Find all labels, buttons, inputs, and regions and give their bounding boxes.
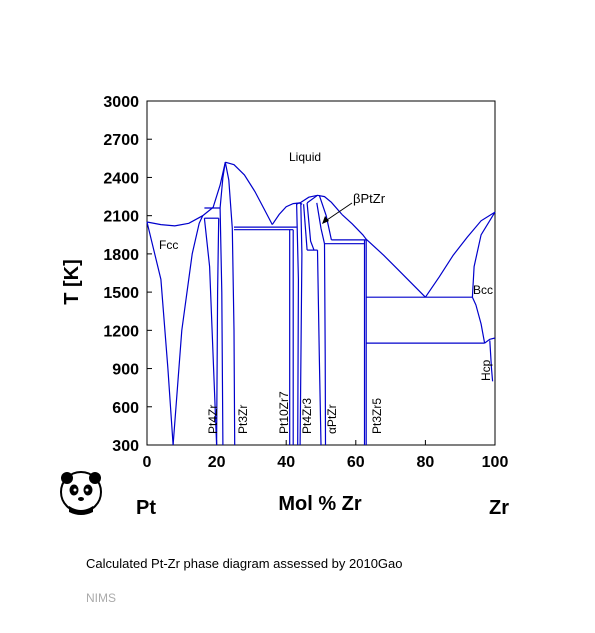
element-left-label: Pt (136, 497, 156, 519)
y-tick-label: 1800 (103, 247, 139, 264)
liquidus-mid (341, 213, 426, 298)
hcp-solvus (484, 337, 496, 344)
footer-source: NIMS (86, 591, 116, 605)
pt4zr3-dome (296, 202, 303, 205)
fcc-solidus (146, 221, 174, 446)
y-axis-title: T [K] (61, 259, 83, 305)
x-axis-title: Mol % Zr (278, 493, 362, 515)
x-tick-label: 60 (347, 454, 365, 471)
pt3zr-left (219, 162, 226, 209)
y-tick-label: 1500 (103, 285, 139, 302)
phase-label-fcc: Fcc (159, 238, 178, 252)
fcc-solvus-top (172, 215, 204, 446)
alpha-ptzr-right (323, 243, 327, 446)
y-tick-label: 300 (112, 438, 139, 455)
phase-label-hcp: Hcp (479, 359, 493, 381)
pt4zr-right (216, 218, 220, 446)
beta-ptzr-right (318, 195, 332, 241)
hcp-low (489, 340, 494, 382)
pt3zr-right-inner (224, 162, 236, 446)
beta-ptzr-top (306, 194, 318, 204)
y-tick-label: 2400 (103, 170, 139, 187)
phase-label-pt4zr3: Pt4Zr3 (300, 398, 314, 434)
x-tick-label: 0 (143, 454, 152, 471)
beta-ptzr-arrowhead (322, 216, 329, 224)
beta-ptzr-arrow (323, 202, 353, 223)
panda-icon (60, 471, 102, 515)
element-right-label: Zr (489, 497, 509, 519)
liquidus-pt-side (146, 162, 226, 227)
phase-boundaries (146, 161, 496, 446)
phase-label-pt3zr: Pt3Zr (236, 405, 250, 434)
pt4zr3-flank (303, 204, 308, 251)
beta-ptzr-inner (316, 202, 326, 244)
x-tick-label: 20 (208, 454, 226, 471)
liquidus-ptzr-dome (299, 194, 343, 215)
x-tick-label: 100 (482, 454, 509, 471)
pt4zr-left (203, 218, 218, 446)
phase-label-alpha-ptzr: αPtZr (325, 404, 339, 434)
y-tick-label: 600 (112, 400, 139, 417)
pt4zr3-right (299, 202, 303, 446)
pt3zr-left-inner (219, 207, 224, 446)
x-tick-label: 80 (417, 454, 435, 471)
pt4zr3-left (296, 202, 300, 446)
phase-label-beta-ptzr: βPtZr (353, 191, 386, 206)
phase-label-bcc: Bcc (473, 283, 493, 297)
liquidus-pt10zr7-dome (271, 202, 301, 225)
y-tick-label: 2100 (103, 209, 139, 226)
beta-ptzr-left (306, 202, 315, 251)
bcc-solvus (471, 296, 486, 344)
liquidus-zr-side (424, 211, 496, 298)
y-tick-labels: 300 600 900 1200 1500 1800 2100 2400 2700 3000 (103, 94, 139, 455)
phase-label-liquid: Liquid (289, 150, 321, 164)
tick-marks (146, 100, 496, 446)
bcc-solidus (471, 211, 496, 298)
alpha-ptzr-left (316, 250, 322, 446)
phase-label-pt4zr: Pt4Zr (206, 405, 220, 434)
x-tick-labels: 0 20 40 60 80 100 (143, 454, 509, 471)
phase-label-pt10zr7: Pt10Zr7 (277, 391, 291, 434)
y-tick-label: 900 (112, 362, 139, 379)
liquidus-pt3zr-right (225, 161, 273, 225)
y-tick-label: 2700 (103, 132, 139, 149)
phase-label-pt3zr5: Pt3Zr5 (370, 398, 384, 434)
y-tick-label: 1200 (103, 323, 139, 340)
y-tick-label: 3000 (103, 94, 139, 111)
figure-caption: Calculated Pt-Zr phase diagram assessed … (86, 556, 403, 571)
x-tick-label: 40 (277, 454, 295, 471)
